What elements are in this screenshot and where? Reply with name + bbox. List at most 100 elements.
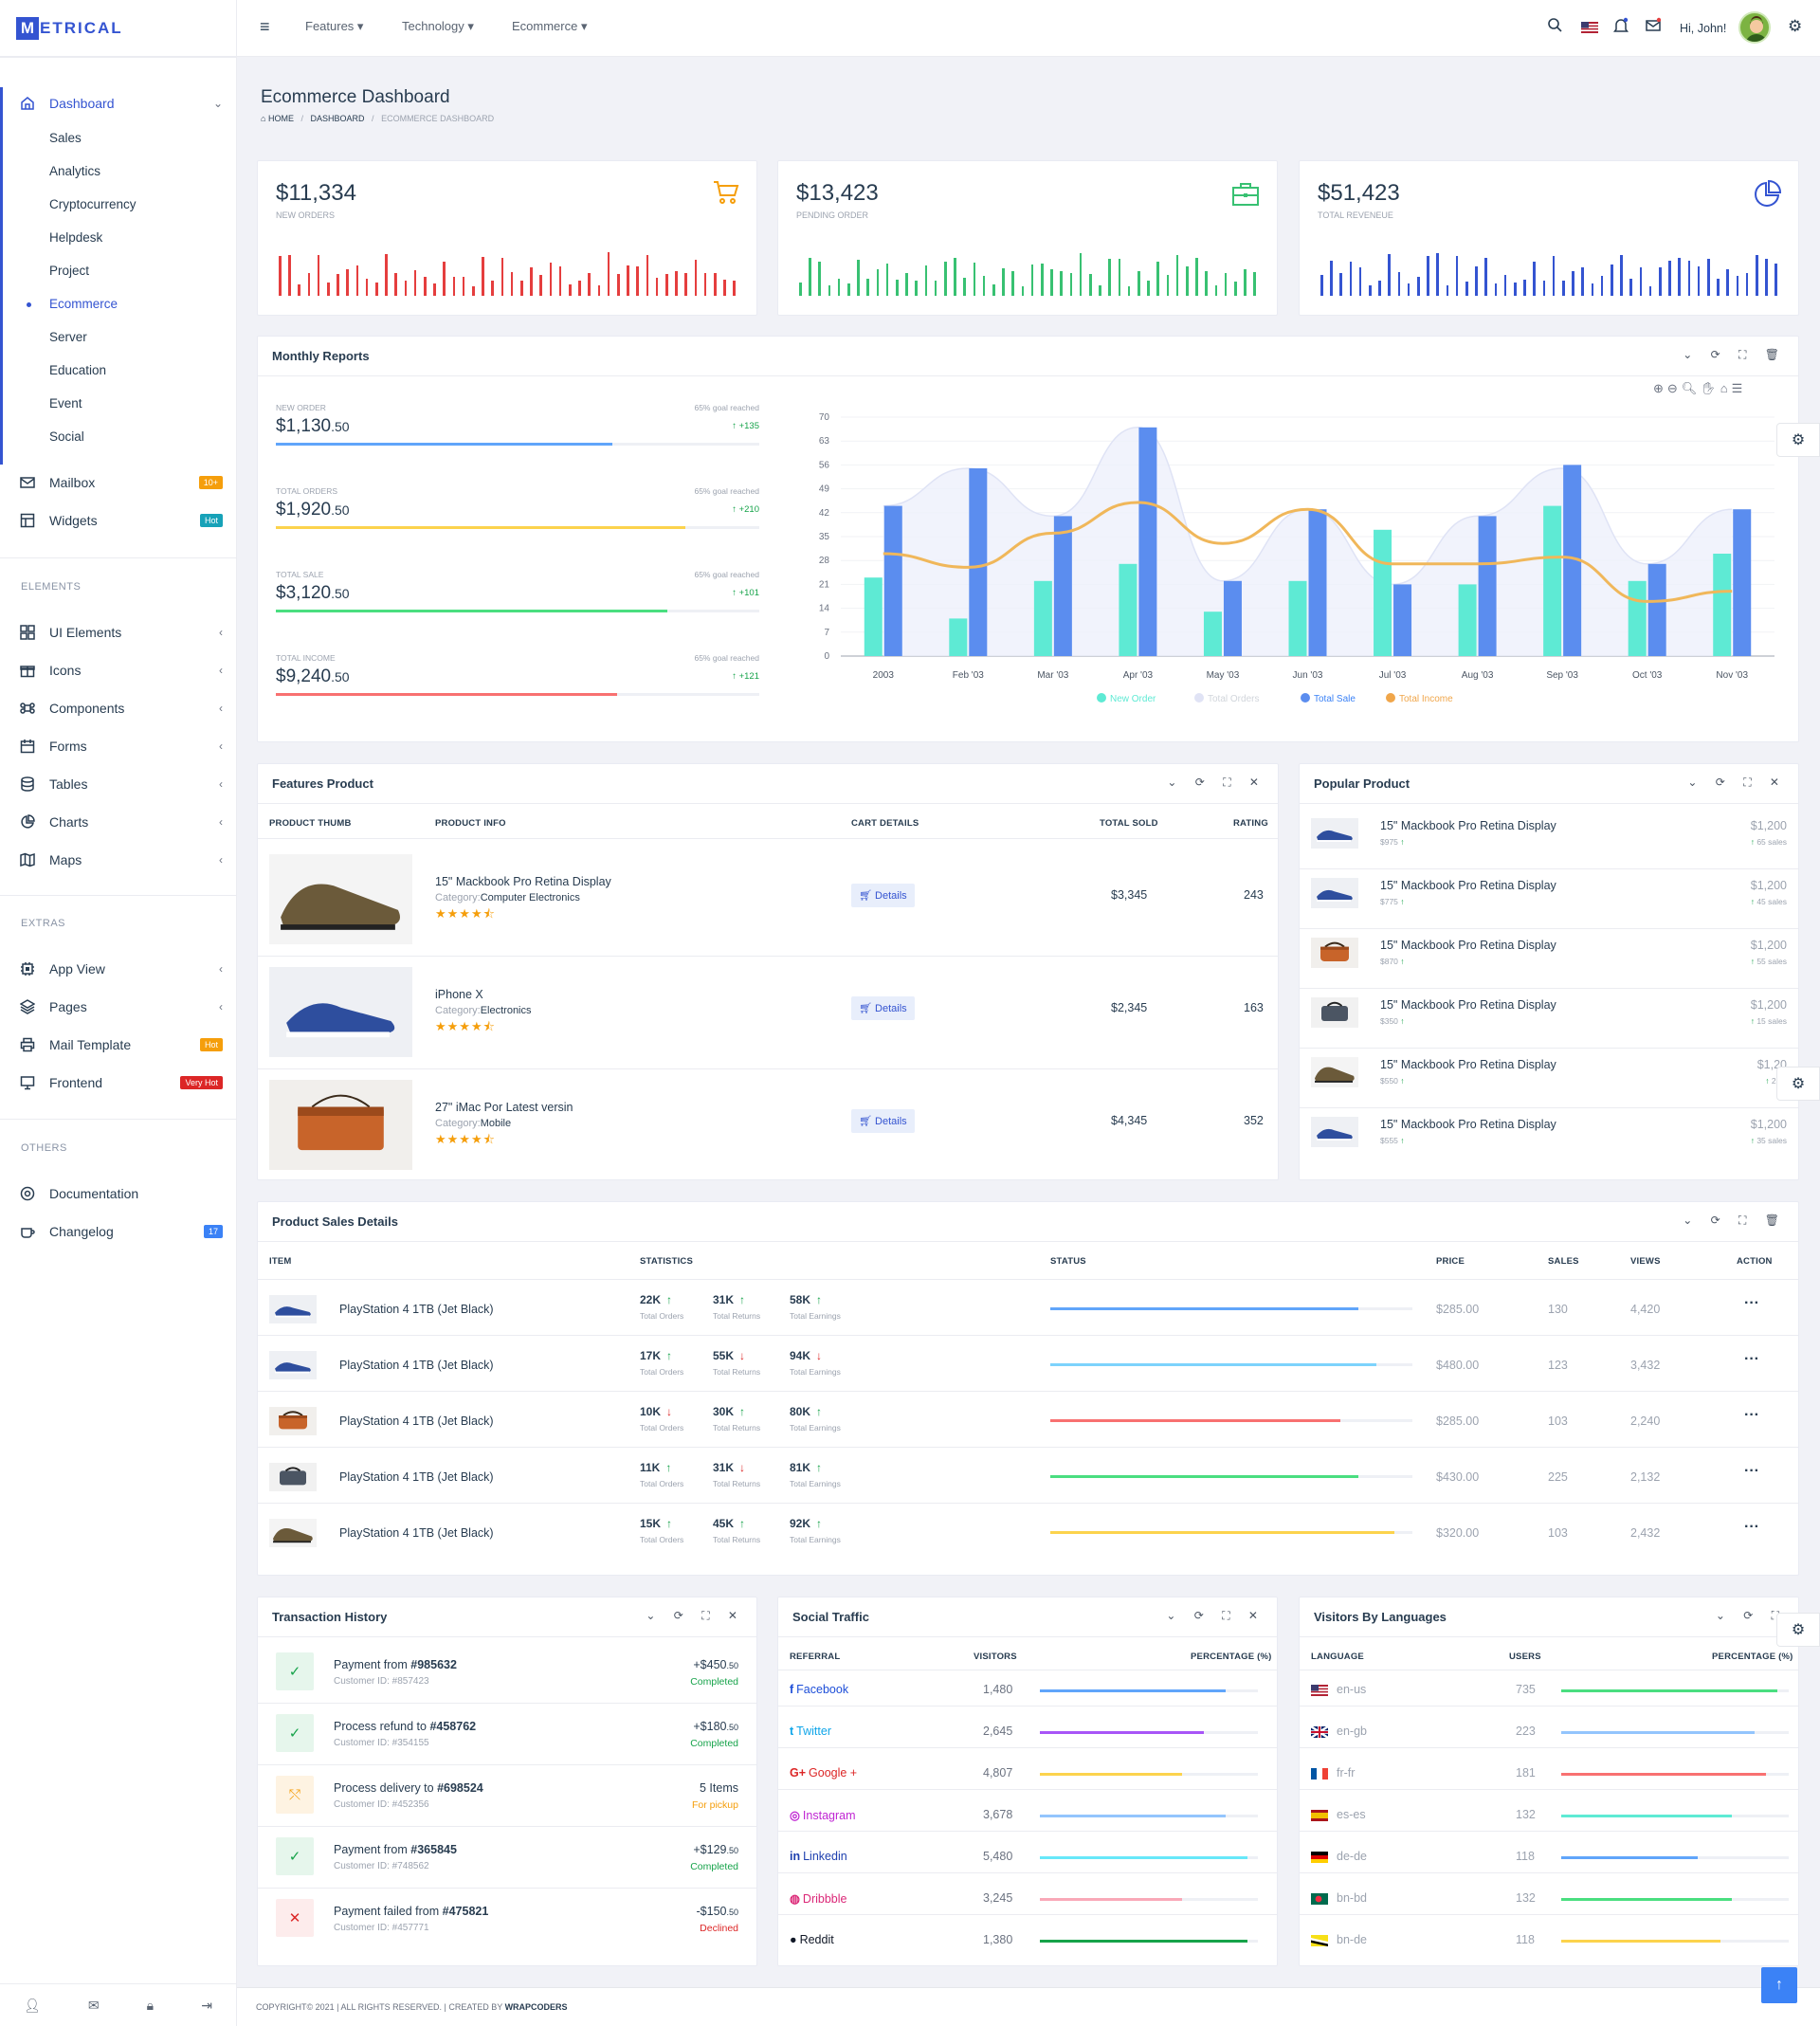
lock-icon[interactable]: 🔒︎	[146, 1997, 155, 2013]
referral-linkedin[interactable]: in Linkedin	[790, 1850, 847, 1863]
referral-dribbble[interactable]: ◍ Dribbble	[790, 1891, 846, 1906]
product-name[interactable]: 27" iMac Por Latest versin	[435, 1101, 573, 1114]
sidebar-subitem-ecommerce[interactable]: Ecommerce	[49, 297, 118, 311]
sidebar-item-maps[interactable]: Maps ‹	[0, 849, 236, 870]
details-button[interactable]: 🛒︎ Details	[851, 996, 915, 1020]
legend-label[interactable]: Total Sale	[1314, 694, 1356, 704]
topnav-features[interactable]: Features ▾	[305, 19, 364, 33]
referral-twitter[interactable]: t Twitter	[790, 1725, 831, 1738]
sidebar-item-mail-template[interactable]: Mail Template Hot	[0, 1034, 236, 1055]
product-name[interactable]: iPhone X	[435, 988, 483, 1001]
menu-toggle-icon[interactable]: ≡	[260, 17, 270, 36]
sidebar-subitem-server[interactable]: Server	[49, 330, 87, 344]
avatar[interactable]	[1738, 11, 1771, 44]
sidebar-item-widgets[interactable]: Widgets Hot	[0, 510, 236, 531]
more-actions-icon[interactable]: ···	[1744, 1407, 1759, 1423]
card-tools[interactable]: ⌄ ⟳ ⛶	[1715, 1609, 1787, 1622]
item-thumb[interactable]	[269, 1519, 317, 1547]
item-name[interactable]: PlayStation 4 1TB (Jet Black)	[339, 1359, 494, 1372]
more-actions-icon[interactable]: ···	[1744, 1463, 1759, 1479]
search-icon[interactable]	[1547, 17, 1562, 37]
transaction-id[interactable]: #458762	[429, 1720, 477, 1733]
referral-instagram[interactable]: ◎ Instagram	[790, 1808, 856, 1822]
product-name[interactable]: 15" Mackbook Pro Retina Display	[435, 875, 611, 888]
breadcrumb-home[interactable]: HOME	[267, 114, 294, 123]
scroll-top-button[interactable]: ↑	[1761, 1967, 1797, 2003]
legend-marker[interactable]	[1301, 693, 1310, 703]
sidebar-item-dashboard[interactable]: Dashboard ⌄	[0, 93, 236, 114]
sidebar-item-app-view[interactable]: App View ‹	[0, 958, 236, 979]
referral-facebook[interactable]: f Facebook	[790, 1683, 848, 1696]
customizer-gear-icon[interactable]: ⚙	[1776, 1067, 1820, 1101]
details-button[interactable]: 🛒︎ Details	[851, 884, 915, 907]
flag-us-icon[interactable]	[1581, 21, 1598, 38]
sidebar-item-icons[interactable]: Icons ‹	[0, 660, 236, 681]
sidebar-subitem-helpdesk[interactable]: Helpdesk	[49, 230, 103, 245]
card-tools[interactable]: ⌄ ⟳ ⛶ ✕	[1167, 776, 1266, 789]
product-thumb[interactable]	[1311, 1117, 1358, 1147]
card-tools[interactable]: ⌄ ⟳ ⛶ 🗑︎	[1683, 1214, 1787, 1227]
card-tools[interactable]: ⌄ ⟳ ⛶ ✕	[1687, 776, 1787, 789]
sidebar-item-pages[interactable]: Pages ‹	[0, 996, 236, 1017]
sidebar-item-frontend[interactable]: Frontend Very Hot	[0, 1072, 236, 1093]
more-actions-icon[interactable]: ···	[1744, 1519, 1759, 1535]
card-tools[interactable]: ⌄ ⟳ ⛶ ✕	[646, 1609, 745, 1622]
product-name[interactable]: 15" Mackbook Pro Retina Display	[1380, 939, 1556, 952]
logout-icon[interactable]: ⇥	[201, 1997, 212, 2013]
item-name[interactable]: PlayStation 4 1TB (Jet Black)	[339, 1303, 494, 1316]
sidebar-subitem-analytics[interactable]: Analytics	[49, 164, 101, 178]
bell-icon[interactable]	[1613, 17, 1629, 39]
item-name[interactable]: PlayStation 4 1TB (Jet Black)	[339, 1526, 494, 1540]
legend-label[interactable]: Total Orders	[1208, 694, 1259, 704]
transaction-id[interactable]: #985632	[410, 1658, 457, 1671]
sidebar-item-changelog[interactable]: Changelog 17	[0, 1221, 236, 1242]
product-thumb[interactable]	[1311, 997, 1358, 1028]
item-name[interactable]: PlayStation 4 1TB (Jet Black)	[339, 1415, 494, 1428]
sidebar-item-documentation[interactable]: Documentation	[0, 1183, 236, 1204]
item-thumb[interactable]	[269, 1463, 317, 1491]
sidebar-item-mailbox[interactable]: Mailbox 10+	[0, 472, 236, 493]
user-icon[interactable]: 👤︎	[24, 1997, 41, 2013]
card-tools[interactable]: ⌄ ⟳ ⛶ ✕	[1166, 1609, 1265, 1622]
item-thumb[interactable]	[269, 1351, 317, 1379]
legend-marker[interactable]	[1386, 693, 1395, 703]
sidebar-subitem-social[interactable]: Social	[49, 429, 84, 444]
item-thumb[interactable]	[269, 1407, 317, 1435]
sidebar-subitem-project[interactable]: Project	[49, 264, 90, 278]
brand-logo[interactable]: M ETRICAL	[0, 0, 236, 57]
mail-icon[interactable]: ✉︎	[87, 1997, 100, 2013]
legend-marker[interactable]	[1097, 693, 1106, 703]
sidebar-item-charts[interactable]: Charts ‹	[0, 812, 236, 832]
product-thumb[interactable]	[1311, 878, 1358, 908]
product-name[interactable]: 15" Mackbook Pro Retina Display	[1380, 819, 1556, 832]
product-thumb[interactable]	[1311, 938, 1358, 968]
product-name[interactable]: 15" Mackbook Pro Retina Display	[1380, 1058, 1556, 1071]
product-thumb[interactable]	[1311, 818, 1358, 849]
sidebar-subitem-sales[interactable]: Sales	[49, 131, 82, 145]
footer-author[interactable]: WRAPCODERS	[504, 2002, 568, 2012]
product-thumb[interactable]	[269, 1080, 412, 1170]
item-name[interactable]: PlayStation 4 1TB (Jet Black)	[339, 1470, 494, 1484]
product-thumb[interactable]	[269, 854, 412, 944]
envelope-icon[interactable]	[1646, 17, 1662, 37]
customizer-gear-icon[interactable]: ⚙	[1776, 423, 1820, 457]
transaction-id[interactable]: #365845	[410, 1843, 457, 1856]
referral-google[interactable]: G+ Google +	[790, 1766, 857, 1780]
item-thumb[interactable]	[269, 1295, 317, 1323]
sidebar-item-ui-elements[interactable]: UI Elements ‹	[0, 622, 236, 643]
sidebar-subitem-education[interactable]: Education	[49, 363, 107, 377]
customizer-gear-icon[interactable]: ⚙	[1776, 1613, 1820, 1647]
legend-label[interactable]: Total Income	[1399, 694, 1453, 704]
sidebar-item-components[interactable]: Components ‹	[0, 698, 236, 719]
chart-toolbar[interactable]: ⊕⊖🔍︎✋︎⌂☰	[1653, 381, 1747, 395]
product-thumb[interactable]	[1311, 1057, 1358, 1087]
product-name[interactable]: 15" Mackbook Pro Retina Display	[1380, 1118, 1556, 1131]
sidebar-subitem-event[interactable]: Event	[49, 396, 82, 411]
legend-label[interactable]: New Order	[1110, 694, 1156, 704]
transaction-id[interactable]: #475821	[442, 1905, 489, 1918]
settings-gear-icon[interactable]: ⚙	[1788, 17, 1803, 35]
referral-reddit[interactable]: ● Reddit	[790, 1933, 834, 1946]
card-tools[interactable]: ⌄ ⟳ ⛶ 🗑︎	[1683, 348, 1787, 361]
sidebar-item-tables[interactable]: Tables ‹	[0, 774, 236, 794]
transaction-id[interactable]: #698524	[437, 1781, 483, 1795]
